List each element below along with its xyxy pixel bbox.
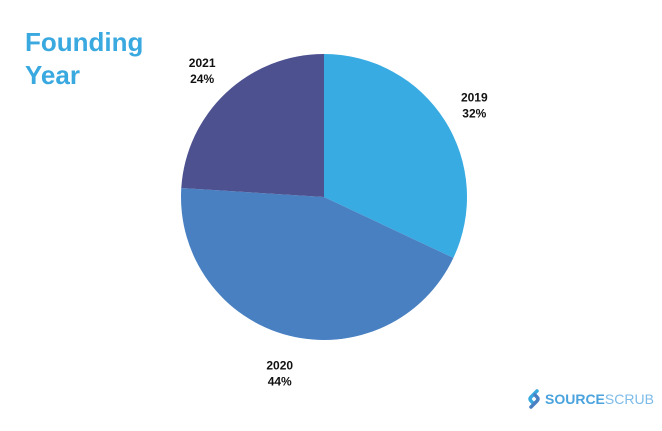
sourcescrub-logo: SOURCESCRUB — [527, 389, 654, 409]
chart-title: Founding Year — [25, 27, 144, 90]
logo-text-light: SCRUB — [604, 391, 654, 407]
logo-text-bold: SOURCE — [545, 391, 605, 407]
slice-percent: 32% — [462, 107, 486, 121]
pie-slice-2021 — [181, 54, 324, 197]
slice-percent: 24% — [190, 72, 214, 86]
pie-slice-2020 — [181, 188, 454, 340]
slice-label: 2019 — [461, 91, 488, 105]
slice-label: 2021 — [189, 56, 216, 70]
slice-percent: 44% — [268, 374, 292, 388]
logo-s-icon — [528, 389, 540, 409]
pie-slice-2019 — [324, 54, 468, 258]
slice-label: 2020 — [266, 358, 293, 372]
